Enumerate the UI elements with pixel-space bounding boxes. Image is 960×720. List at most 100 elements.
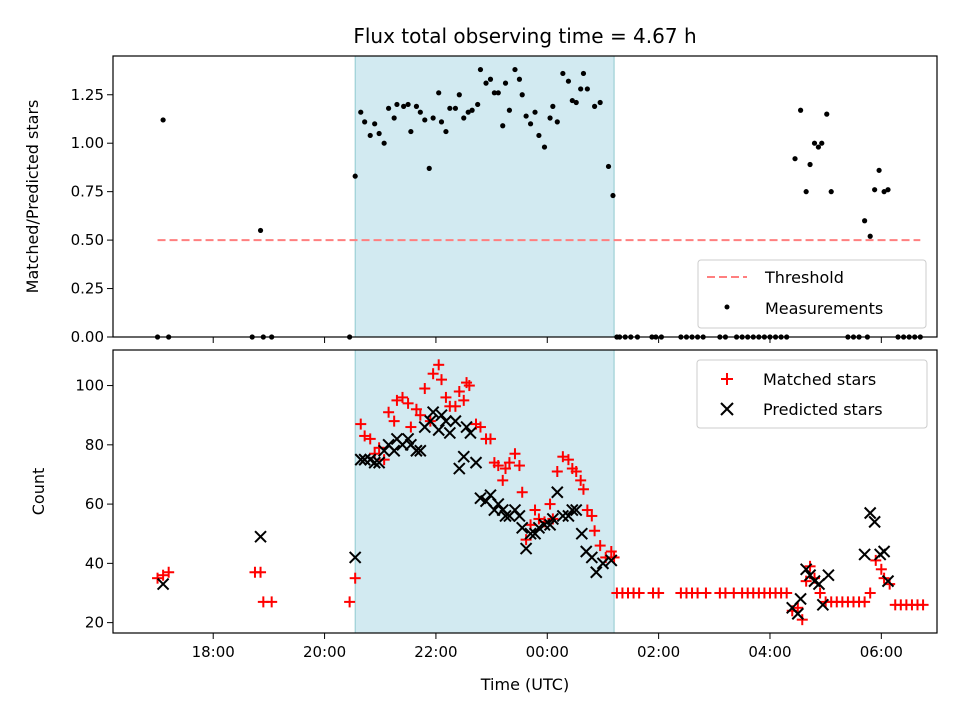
measurement-point [550,103,556,109]
measurement-point [862,218,868,224]
measurement-point [565,78,572,84]
observing-window-shade-top [354,55,615,338]
matched-star-point [500,463,512,475]
measurement-point [408,128,414,135]
predicted-star-point [585,551,599,564]
matched-star-point [373,442,385,454]
matched-star-point [427,368,439,380]
predicted-star-point [566,503,579,517]
predicted-star-point [387,444,401,457]
measurement-point [438,119,445,125]
predicted-star-point [499,509,512,523]
predicted-star-point [348,551,362,564]
measurement-point [447,105,453,111]
measurement-point [372,121,378,127]
legend-threshold-label: Threshold [764,268,844,287]
measurement-point [491,90,497,96]
measurement-point [610,192,616,199]
y-tick-label: 40 [85,554,104,572]
matched-star-point [449,400,461,412]
measurement-point [430,115,436,121]
matched-star-point [344,596,356,608]
predicted-star-point [358,453,371,466]
matched-star-point [792,602,804,614]
measurement-point [828,189,834,195]
x-tick-label: 00:00 [526,643,569,661]
matched-star-point [484,433,496,445]
predicted-star-point [435,408,448,422]
x-tick-label: 02:00 [637,643,680,661]
x-tick-label: 22:00 [414,643,457,661]
y-tick-label: 0.50 [71,231,104,249]
measurement-point [401,103,407,109]
measurement-point [516,76,523,82]
counts-x-ticks: 18:00 20:00 22:00 00:00 02:00 04:00 06:00 [192,633,903,661]
matched-star-point [529,504,541,516]
measurement-point [819,140,825,146]
predicted-star-point [449,414,462,428]
matched-star-point [402,397,414,409]
predicted-star-point [816,598,830,612]
measurement-point [536,132,542,139]
measurement-point [502,80,509,86]
measurement-point [554,119,560,125]
predicted-star-point [791,607,805,620]
predicted-star-point [822,569,835,582]
y-tick-label: 0.75 [71,183,104,201]
matched-star-point [405,421,417,433]
predicted-star-point [858,548,871,561]
measurement-point [465,109,471,115]
legend-matched-label: Matched stars [763,370,876,389]
matched-star-point [516,486,528,498]
matched-star-point [814,587,826,599]
matched-star-point [781,587,793,599]
y-tick-label: 1.25 [71,86,104,104]
x-tick-label: 18:00 [192,643,235,661]
predicted-star-point [453,462,466,475]
matched-star-point [492,460,504,472]
legend-measurements-label: Measurements [765,299,883,318]
matched-star-point [440,391,452,403]
predicted-star-point [492,497,505,511]
ratio-legend: Threshold Measurements [697,259,927,329]
observing-window-shade-bottom [354,349,615,634]
measurement-point [391,115,397,121]
matched-star-point [458,394,470,406]
ratio-panel: 0.00 0.25 0.50 0.75 1.00 1.25 Matched/Predict… [23,55,938,346]
predicted-star-point [460,420,473,434]
matched-star-point [577,483,589,495]
legend-predicted-label: Predicted stars [763,400,883,419]
matched-star-point [570,465,582,477]
counts-points [152,359,929,626]
matched-star-point [653,587,665,599]
measurement-point [469,107,475,113]
matched-star-point [383,406,395,418]
matched-star-point [509,448,521,460]
predicted-star-point [410,444,423,457]
predicted-star-point [538,518,551,532]
predicted-star-point [863,506,877,520]
matched-star-point [533,513,545,525]
measurement-point [792,156,798,162]
measurement-point [532,109,538,115]
x-tick-label: 06:00 [860,643,903,661]
matched-star-point [152,572,164,584]
ratio-y-axis-label: Matched/Predicted stars [23,100,42,294]
measurement-point [436,90,442,96]
predicted-star-point [528,527,542,540]
predicted-star-point [570,503,583,517]
measurement-point [519,92,525,98]
matched-star-point [503,457,515,469]
measurement-point [580,70,587,77]
matched-star-point [433,359,445,371]
matched-star-point [581,504,593,516]
predicted-star-point [254,530,267,543]
predicted-star-point [414,444,427,457]
predicted-star-point [794,592,807,606]
measurement-point [495,90,501,96]
matched-star-point [359,430,371,442]
measurement-point [452,105,459,111]
measurement-point [456,92,462,98]
measurement-point [385,105,392,111]
predicted-star-point [605,554,618,567]
